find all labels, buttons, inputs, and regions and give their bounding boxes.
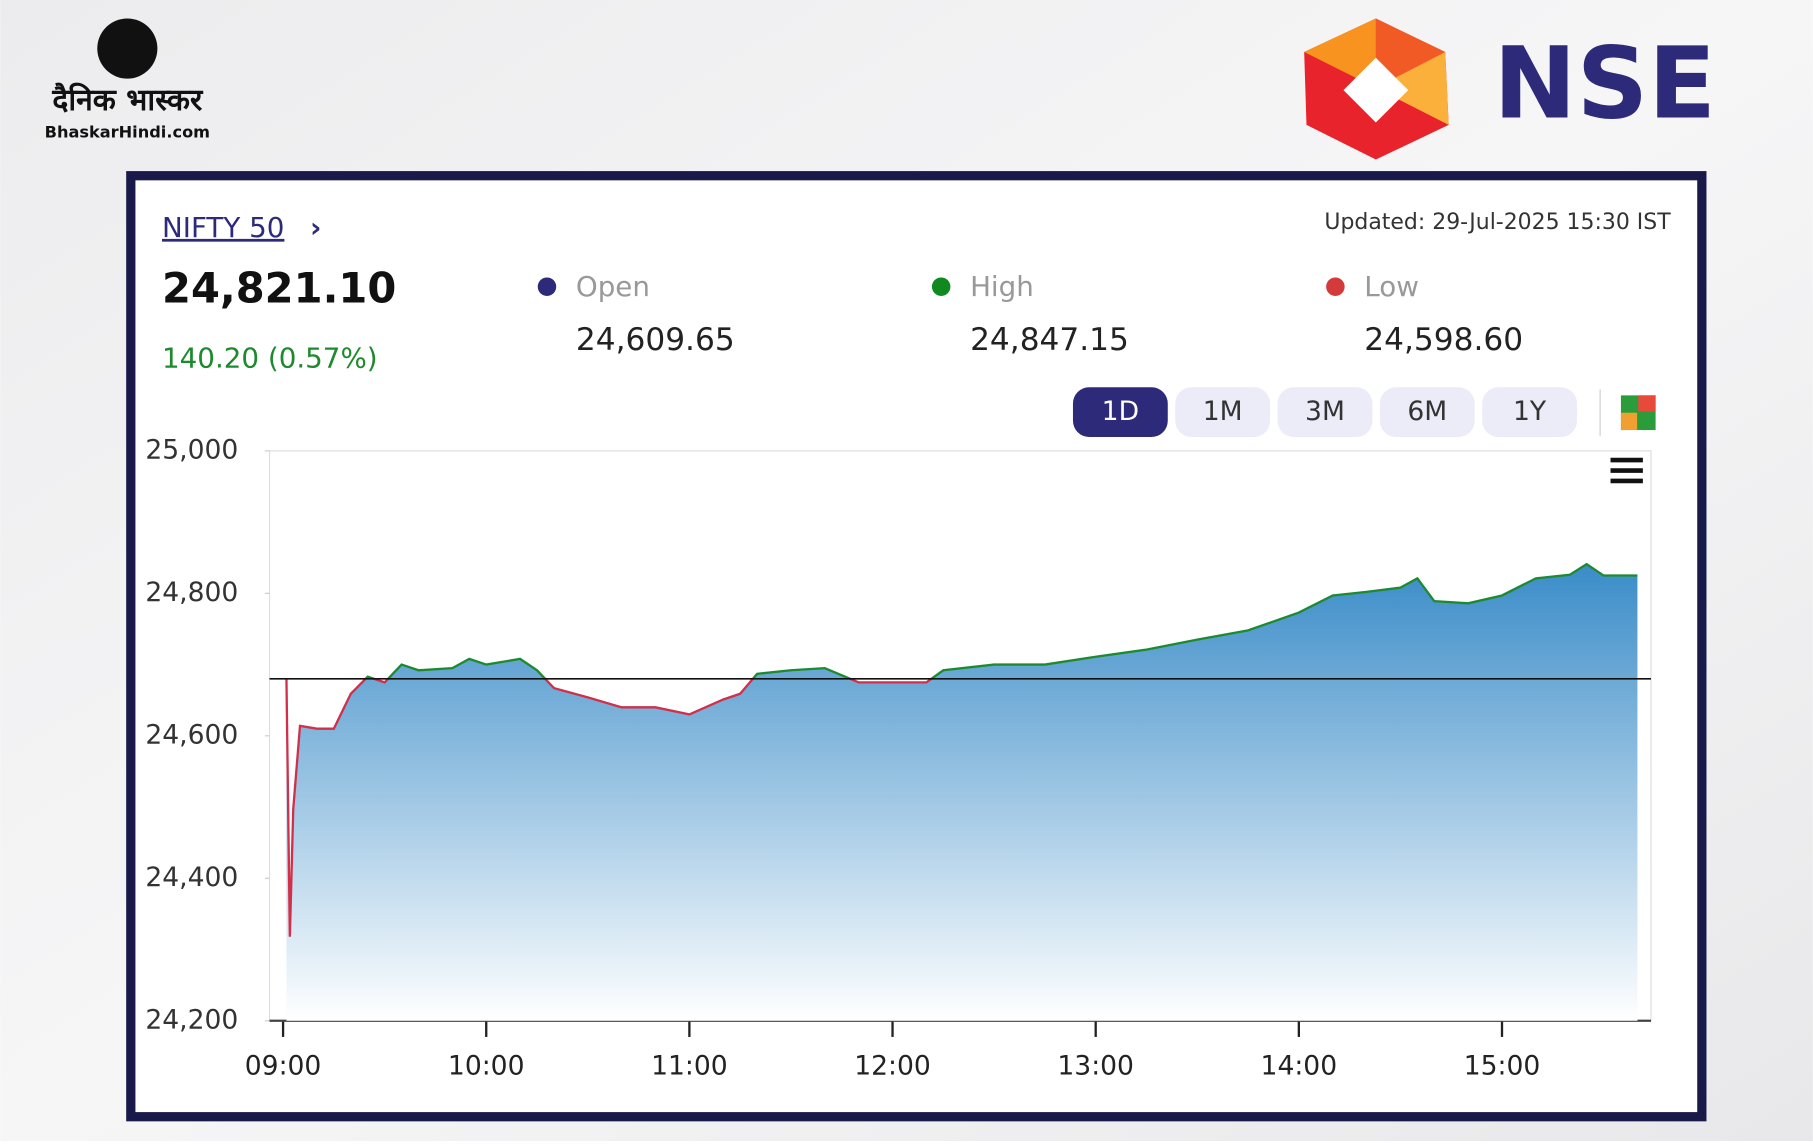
stat-dot (1326, 277, 1345, 296)
chart-type-icon[interactable] (1620, 395, 1656, 431)
line-above (363, 562, 1638, 679)
y-tick-label: 25,000 (145, 434, 238, 465)
stat-label: Low (1364, 270, 1419, 303)
x-tick-label: 14:00 (1261, 1051, 1338, 1082)
x-tick-label: 11:00 (651, 1051, 728, 1082)
brand-site: BhaskarHindi.com (45, 122, 210, 141)
x-tick-label: 12:00 (854, 1051, 931, 1082)
updated: Updated: 29-Jul-2025 15:30 IST (1324, 210, 1671, 235)
range-label[interactable]: 1Y (1513, 396, 1547, 427)
stat-value: 24,609.65 (576, 322, 735, 358)
x-tick-label: 10:00 (448, 1051, 525, 1082)
range-button[interactable] (1482, 387, 1577, 437)
y-tick-label: 24,800 (145, 577, 238, 608)
range-label[interactable]: 1M (1203, 396, 1243, 427)
stat-dot (931, 277, 951, 296)
logo-sun (97, 18, 158, 79)
line-below (285, 678, 934, 937)
range-label[interactable]: 3M (1305, 396, 1345, 427)
stat-label: Open (576, 270, 650, 303)
range-button[interactable] (1175, 387, 1271, 437)
menu-icon[interactable] (1610, 457, 1643, 484)
brand-hindi: दैनिक भास्कर (51, 82, 204, 118)
stat-value: 24,847.15 (970, 322, 1129, 358)
price: 24,821.10 (162, 263, 396, 312)
x-tick-label: 15:00 (1464, 1051, 1541, 1082)
range-button[interactable] (1072, 387, 1168, 437)
range-button[interactable] (1379, 387, 1475, 437)
exchange-name: NSE (1493, 27, 1716, 142)
y-tick-label: 24,200 (145, 1004, 238, 1035)
x-tick-label: 09:00 (245, 1051, 322, 1082)
y-tick-label: 24,600 (145, 719, 238, 750)
nse-logo (1304, 18, 1449, 160)
change: 140.20 (0.57%) (162, 342, 378, 375)
range-label[interactable]: 6M (1407, 396, 1447, 427)
y-tick-label: 24,400 (145, 862, 238, 893)
range-label[interactable]: 1D (1102, 396, 1139, 427)
chevron[interactable]: › (310, 211, 321, 244)
stat-label: High (970, 270, 1034, 303)
stat-dot (537, 277, 557, 296)
stat-value: 24,598.60 (1364, 322, 1523, 358)
x-tick-label: 13:00 (1057, 1051, 1134, 1082)
index-name[interactable]: NIFTY 50 (162, 211, 284, 244)
range-button[interactable] (1277, 387, 1373, 437)
